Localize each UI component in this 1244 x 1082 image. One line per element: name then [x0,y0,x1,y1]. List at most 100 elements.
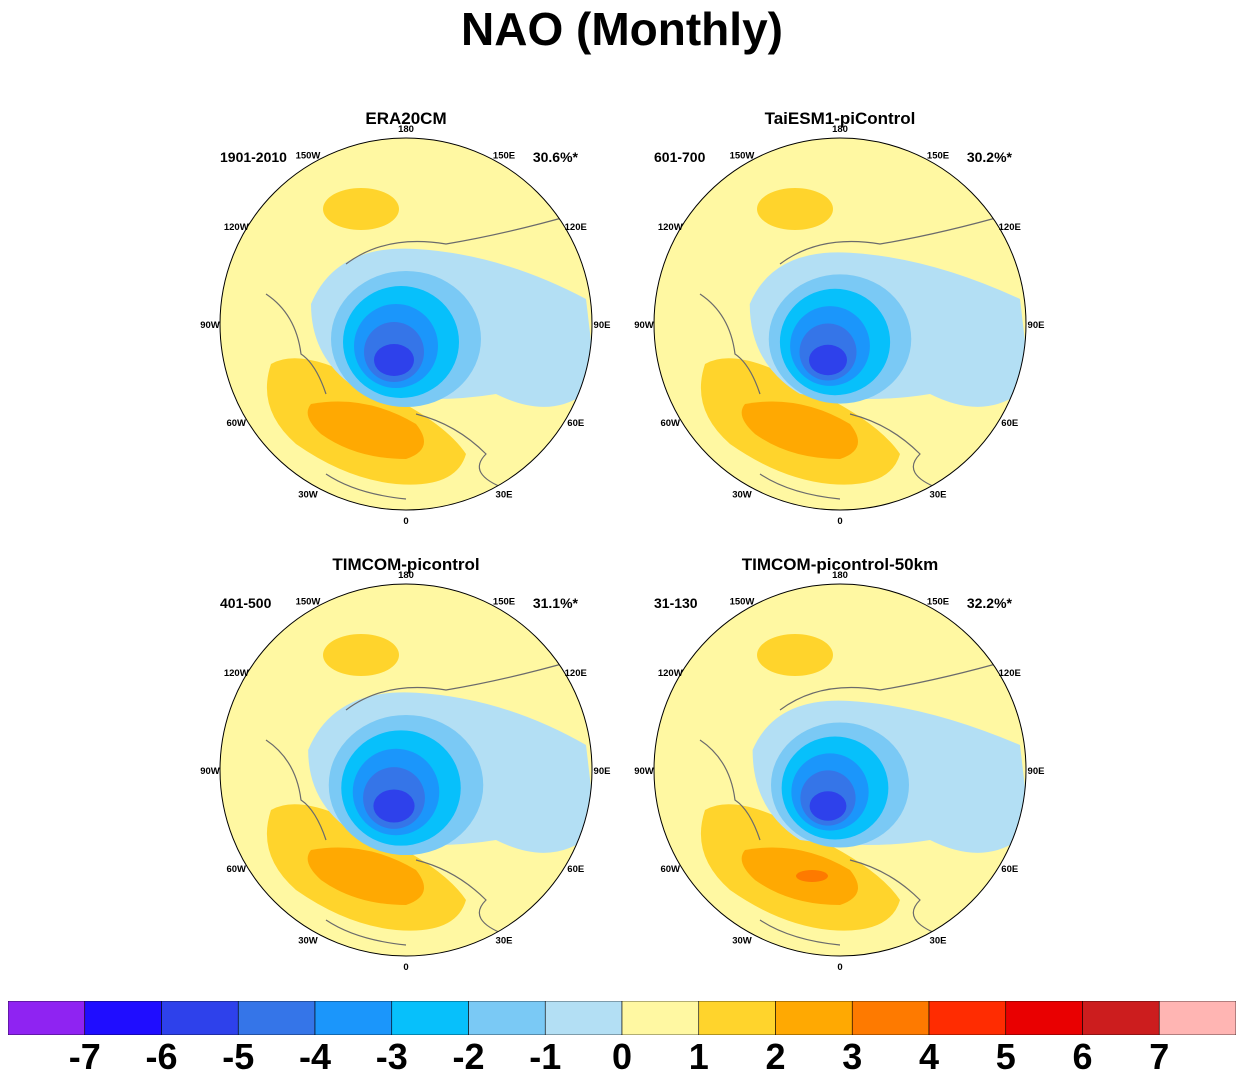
longitude-label: 60E [567,864,584,875]
colorbar-swatch [544,1001,623,1035]
map-panel: 180 150E 120E 90E 60E 30E 0 30W 60W 90W 120W 150W TI… [610,540,1070,980]
colorbar-tick-label: -2 [452,1036,485,1077]
panel-period: 401-500 [220,595,272,611]
longitude-label: 60W [226,418,246,429]
longitude-label: 30E [496,490,513,501]
longitude-label: 30W [732,490,752,501]
colorbar-tick-label: -4 [298,1036,332,1077]
colorbar-swatch [1082,1001,1160,1035]
colorbar-tick-label: -5 [222,1036,255,1077]
colorbar-tick-label: 1 [688,1036,709,1077]
longitude-label: 180 [398,570,414,581]
colorbar-tick-label: 2 [765,1036,786,1077]
longitude-label: 120E [999,668,1021,679]
colorbar-swatch [391,1001,469,1035]
panel-period: 601-700 [654,149,706,165]
longitude-label: 120E [565,222,587,233]
longitude-label: 150E [493,150,515,161]
colorbar [8,1001,1236,1035]
longitude-label: 60E [1001,864,1018,875]
colorbar-tick-label: 5 [995,1036,1016,1077]
polar-map: 180 150E 120E 90E 60E 30E 0 30W 60W 90W 120W 150W ER… [200,109,611,527]
colorbar-tick-label: -6 [145,1036,178,1077]
longitude-label: 150E [493,596,515,607]
longitude-label: 60W [226,864,246,875]
longitude-label: 150W [296,596,321,607]
colorbar-swatch [621,1001,700,1035]
colorbar-swatch [314,1001,393,1035]
longitude-label: 150E [927,596,949,607]
longitude-label: 30E [930,936,947,947]
longitude-label: 90W [634,320,654,331]
colorbar-tick-label: 4 [918,1036,940,1077]
colorbar-tick-label: 7 [1149,1036,1170,1077]
panel-variance: 30.6%* [533,149,579,165]
longitude-label: 150E [927,150,949,161]
colorbar-swatch [1158,1001,1236,1035]
longitude-label: 150W [296,150,321,161]
colorbar-swatch [928,1001,1007,1035]
panel-title: TIMCOM-picontrol [332,555,479,574]
longitude-label: 30W [732,936,752,947]
colorbar-labels: -7 -6 -5 -4 -3 -2 -1 0 1 2 3 4 5 6 7 [0,1036,1244,1082]
colorbar-swatch [237,1001,316,1035]
map-panel: 180 150E 120E 90E 60E 30E 0 30W 60W 90W 120W 150W TI… [176,540,636,980]
longitude-label: 90E [594,766,611,777]
longitude-label: 120E [999,222,1021,233]
longitude-label: 60W [660,418,680,429]
panel-title: TIMCOM-picontrol-50km [742,555,938,574]
colorbar-swatch [698,1001,776,1035]
panel-title: ERA20CM [365,109,446,128]
longitude-label: 0 [403,962,408,973]
longitude-label: 90E [1028,766,1045,777]
polar-map: 180 150E 120E 90E 60E 30E 0 30W 60W 90W 120W 150W TI… [200,555,611,973]
polar-map: 180 150E 120E 90E 60E 30E 0 30W 60W 90W 120W 150W TI… [634,555,1045,973]
colorbar-tick-label: -7 [68,1036,101,1077]
longitude-label: 60E [1001,418,1018,429]
longitude-label: 180 [832,570,848,581]
longitude-label: 60E [567,418,584,429]
longitude-label: 90W [634,766,654,777]
colorbar-tick-label: -1 [529,1036,562,1077]
longitude-label: 120W [658,668,683,679]
colorbar-swatch [84,1001,162,1035]
colorbar-swatch [468,1001,546,1035]
longitude-label: 150W [730,150,755,161]
longitude-label: 0 [837,962,842,973]
polar-map: 180 150E 120E 90E 60E 30E 0 30W 60W 90W 120W 150W Ta… [634,109,1045,527]
colorbar-swatch [8,1001,86,1035]
colorbar-tick-label: -3 [375,1036,408,1077]
longitude-label: 0 [837,516,842,527]
colorbar-swatch [1005,1001,1083,1035]
colorbar-tick-label: 3 [842,1036,863,1077]
longitude-label: 150W [730,596,755,607]
longitude-label: 30W [298,936,318,947]
colorbar-swatch [775,1001,853,1035]
map-panel: 180 150E 120E 90E 60E 30E 0 30W 60W 90W 120W 150W Ta… [610,94,1070,534]
longitude-label: 30E [496,936,513,947]
colorbar-tick-label: 0 [611,1036,633,1077]
longitude-label: 120E [565,668,587,679]
longitude-label: 90W [200,766,220,777]
colorbar-swatch [851,1001,930,1035]
map-panel: 180 150E 120E 90E 60E 30E 0 30W 60W 90W 120W 150W ER… [176,94,636,534]
panel-period: 1901-2010 [220,149,287,165]
colorbar-swatch [161,1001,239,1035]
longitude-label: 30E [930,490,947,501]
panel-variance: 30.2%* [967,149,1013,165]
panel-period: 31-130 [654,595,698,611]
figure-title: NAO (Monthly) [461,3,783,55]
longitude-label: 120W [224,668,249,679]
longitude-label: 120W [224,222,249,233]
longitude-label: 30W [298,490,318,501]
longitude-label: 0 [403,516,408,527]
colorbar-tick-label: 6 [1072,1036,1093,1077]
longitude-label: 90E [594,320,611,331]
longitude-label: 90E [1028,320,1045,331]
panel-variance: 32.2%* [967,595,1013,611]
longitude-label: 180 [832,124,848,135]
longitude-label: 180 [398,124,414,135]
longitude-label: 60W [660,864,680,875]
panel-variance: 31.1%* [533,595,579,611]
longitude-label: 90W [200,320,220,331]
